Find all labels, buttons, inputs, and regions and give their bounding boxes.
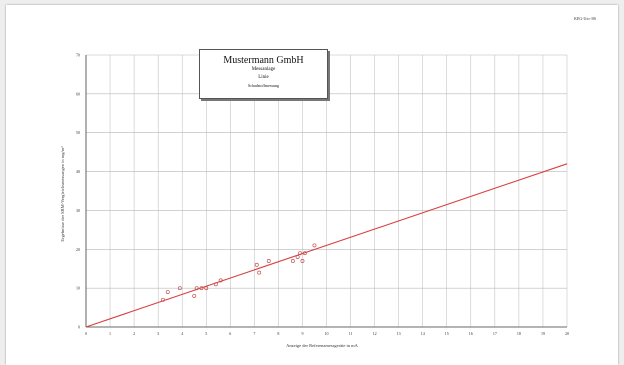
y-tick-label: 50 [76, 130, 80, 135]
x-tick-label: 15 [445, 331, 449, 336]
document-code: KEG-Uto-/06 [574, 16, 596, 21]
x-tick-label: 0 [85, 331, 87, 336]
data-point [161, 297, 165, 302]
title-subline-2: Linie [258, 75, 269, 80]
x-tick-label: 3 [157, 331, 159, 336]
data-point [199, 286, 204, 291]
data-point [300, 258, 305, 263]
data-point [312, 243, 317, 248]
data-point [218, 278, 223, 283]
data-point [194, 286, 199, 291]
data-point [266, 258, 271, 263]
data-point [254, 262, 259, 267]
title-subline-1: Messanlage [251, 67, 276, 72]
x-tick-label: 8 [277, 331, 279, 336]
y-tick-label: 40 [76, 169, 80, 174]
x-tick-label: 2 [133, 331, 135, 336]
x-tick-label: 14 [421, 331, 425, 336]
x-tick-label: 5 [205, 331, 207, 336]
data-point [213, 282, 218, 287]
x-tick-label: 9 [301, 331, 303, 336]
x-tick-label: 4 [181, 331, 183, 336]
regression-line [85, 163, 568, 328]
y-tick-label: 0 [78, 325, 80, 330]
x-tick-label: 1 [109, 331, 111, 336]
data-point [177, 286, 182, 291]
chart-axes [85, 55, 567, 328]
y-tick-labels: 0 10 20 30 40 50 60 70 [76, 53, 80, 330]
y-tick-label: 70 [76, 53, 80, 58]
chart-title: Mustermann GmbH [223, 55, 304, 66]
x-tick-label: 20 [565, 331, 569, 336]
data-point [298, 251, 302, 256]
data-points [161, 243, 317, 302]
x-tick-label: 6 [229, 331, 231, 336]
data-point [192, 293, 197, 298]
report-page: KEG-Uto-/06 0 1 2 3 4 5 6 7 8 9 10 11 12 13 14 15 16 17 18… [6, 5, 618, 365]
x-tick-label: 10 [325, 331, 329, 336]
data-point [204, 286, 209, 291]
x-tick-label: 7 [253, 331, 255, 336]
y-tick-label: 60 [76, 91, 80, 96]
data-point [257, 270, 262, 275]
data-point [165, 290, 170, 294]
y-tick-label: 20 [76, 247, 80, 252]
x-tick-label: 12 [373, 331, 377, 336]
y-tick-label: 30 [76, 208, 80, 213]
regression-line-path [85, 163, 568, 328]
x-tick-label: 19 [541, 331, 545, 336]
y-tick-label: 10 [76, 286, 80, 291]
y-axis-label: Ergebnisse der SRM-Vergleichsmessungen i… [60, 146, 65, 242]
chart-title-box: Mustermann GmbH Messanlage Linie Schadst… [199, 49, 328, 99]
x-tick-label: 11 [349, 331, 353, 336]
x-tick-label: 13 [397, 331, 401, 336]
title-subline-3: Schadstoffmessung [247, 83, 280, 88]
x-tick-label: 18 [517, 331, 521, 336]
x-tick-label: 16 [469, 331, 473, 336]
data-point [290, 258, 295, 263]
data-point [302, 251, 307, 256]
data-point [295, 255, 300, 260]
x-tick-labels: 0 1 2 3 4 5 6 7 8 9 10 11 12 13 14 15 16 17 18 19 20 [85, 331, 569, 336]
x-axis-label: Anzeige der Referenzmessgeräte in mA [286, 343, 358, 348]
x-tick-label: 17 [493, 331, 497, 336]
